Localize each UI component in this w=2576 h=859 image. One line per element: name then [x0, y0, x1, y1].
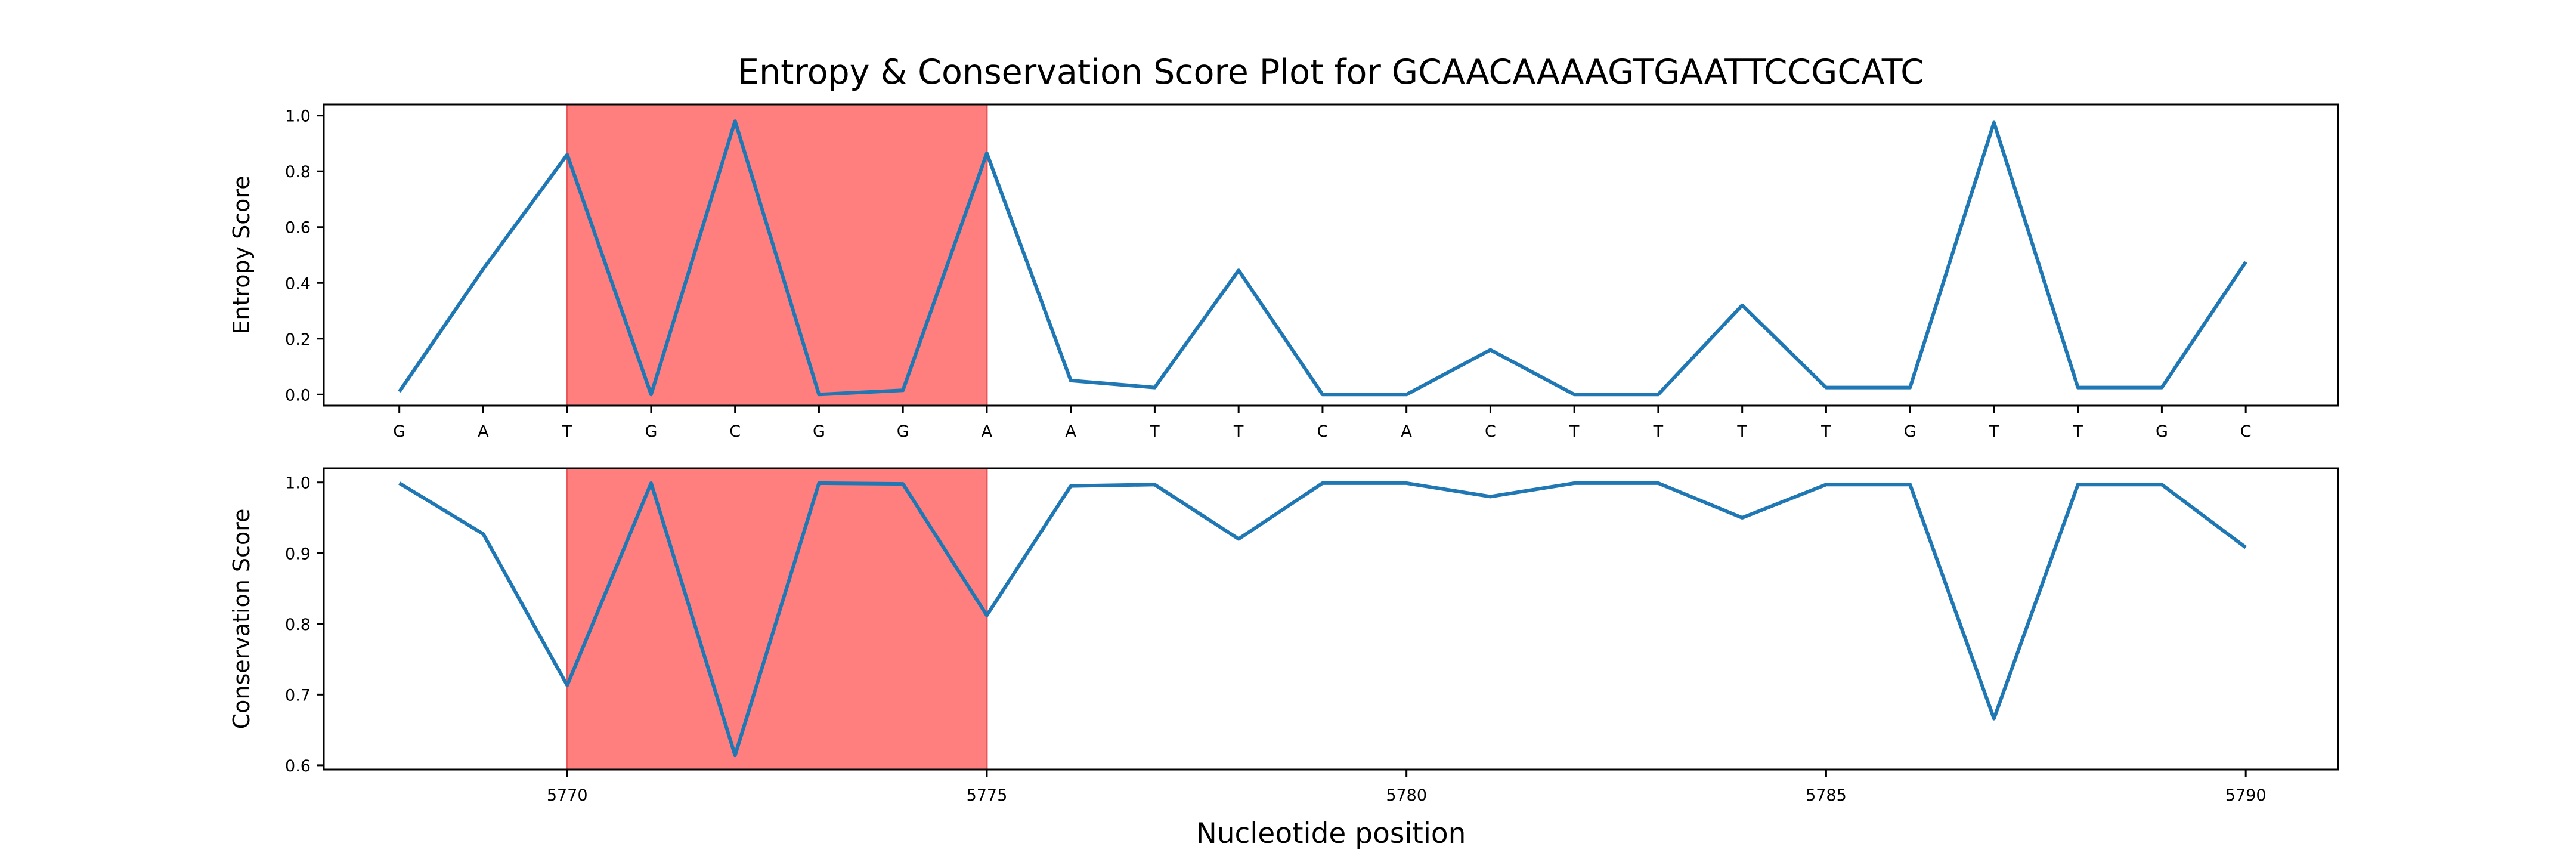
entropy-y-tick-label: 0.6	[285, 219, 311, 237]
entropy-x-tick-label: A	[478, 422, 489, 441]
conservation-x-tick-label: 5785	[1806, 786, 1847, 805]
entropy-x-tick-label: A	[982, 422, 993, 441]
conservation-x-tick-label: 5775	[967, 786, 1008, 805]
conservation-x-tick-label: 5770	[547, 786, 588, 805]
entropy-series-line	[398, 119, 2247, 397]
entropy-x-tick-label: T	[2072, 422, 2083, 441]
entropy-y-tick-label: 0.4	[285, 274, 311, 293]
conservation-y-ticks: 0.6 0.7 0.8 0.9 1.0	[285, 474, 324, 775]
entropy-y-tick-label: 1.0	[285, 107, 311, 126]
conservation-x-tick-label: 5790	[2225, 786, 2267, 805]
entropy-x-tick-label: T	[1736, 422, 1747, 441]
entropy-x-tick-label: T	[1233, 422, 1244, 441]
conservation-axes-frame	[323, 467, 2339, 771]
entropy-x-tick-label: G	[645, 422, 657, 441]
entropy-x-tick-label: A	[1401, 422, 1412, 441]
entropy-x-tick-label: T	[1569, 422, 1580, 441]
entropy-x-tick-label: G	[897, 422, 909, 441]
conservation-y-tick-label: 0.8	[285, 616, 311, 634]
entropy-x-tick-label: C	[2240, 422, 2252, 441]
entropy-y-ticks: 0.0 0.2 0.4 0.6 0.8 1.0	[285, 107, 324, 404]
entropy-x-tick-label: T	[562, 422, 572, 441]
chart-title: Entropy & Conservation Score Plot for GC…	[738, 52, 1924, 92]
entropy-x-tick-label: G	[813, 422, 825, 441]
entropy-x-tick-label: C	[1485, 422, 1496, 441]
entropy-x-tick-label: C	[1317, 422, 1328, 441]
entropy-y-tick-label: 0.8	[285, 163, 311, 181]
conservation-panel: 0.6 0.7 0.8 0.9 1.0 5770 5775 5780 5785 5790 Con…	[228, 467, 2339, 805]
conservation-series-line	[398, 481, 2247, 758]
conservation-y-tick-label: 1.0	[285, 474, 311, 493]
entropy-x-tick-label: C	[729, 422, 741, 441]
entropy-panel: 0.0 0.2 0.4 0.6 0.8 1.0 G A T G C G G A A T T C A C T T T T G T T…	[228, 103, 2339, 441]
entropy-x-tick-label: T	[1820, 422, 1831, 441]
entropy-y-tick-label: 0.0	[285, 386, 311, 404]
entropy-x-tick-label: G	[2156, 422, 2168, 441]
conservation-y-axis-label: Conservation Score	[228, 509, 255, 730]
entropy-x-tick-label: T	[1149, 422, 1160, 441]
entropy-x-tick-label: G	[1904, 422, 1916, 441]
entropy-x-tick-label: A	[1065, 422, 1076, 441]
entropy-axes-frame	[323, 103, 2339, 407]
entropy-y-tick-label: 0.2	[285, 330, 311, 349]
conservation-y-tick-label: 0.7	[285, 686, 311, 704]
entropy-x-tick-label: G	[393, 422, 405, 441]
conservation-x-ticks: 5770 5775 5780 5785 5790	[547, 770, 2267, 805]
entropy-x-tick-label: T	[1653, 422, 1664, 441]
conservation-y-tick-label: 0.9	[285, 545, 311, 563]
x-axis-label: Nucleotide position	[1196, 817, 1466, 850]
conservation-x-tick-label: 5780	[1386, 786, 1427, 805]
entropy-x-tick-label: T	[1989, 422, 1999, 441]
entropy-y-axis-label: Entropy Score	[228, 175, 255, 334]
conservation-y-tick-label: 0.6	[285, 757, 311, 775]
